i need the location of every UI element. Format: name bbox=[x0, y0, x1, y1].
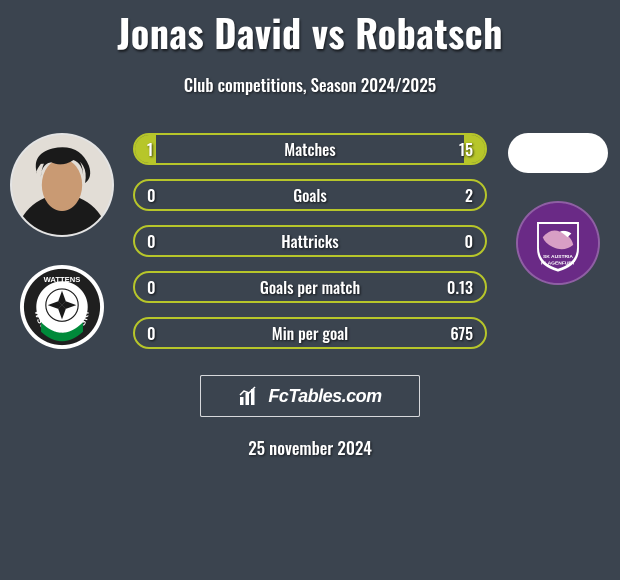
bar-label: Hattricks bbox=[183, 229, 437, 253]
bar-label: Matches bbox=[183, 137, 437, 161]
bar-value-right: 0 bbox=[437, 229, 485, 253]
bar-value-right: 2 bbox=[437, 183, 485, 207]
stat-bar: 0Goals2 bbox=[133, 179, 487, 211]
right-club-badge: SK AUSTRIA KLAGENFURT bbox=[516, 201, 600, 285]
bar-value-right: 15 bbox=[437, 137, 485, 161]
svg-text:SK AUSTRIA: SK AUSTRIA bbox=[543, 254, 573, 260]
bar-value-right: 0.13 bbox=[437, 275, 485, 299]
bar-value-left: 1 bbox=[135, 137, 183, 161]
stat-bars: 1Matches150Goals20Hattricks00Goals per m… bbox=[133, 133, 487, 349]
left-player-column: WATTENS WSG SWAROVSKI bbox=[7, 133, 117, 349]
left-player-photo bbox=[10, 133, 114, 237]
left-club-badge: WATTENS WSG SWAROVSKI bbox=[20, 265, 104, 349]
bar-value-left: 0 bbox=[135, 275, 183, 299]
svg-text:WATTENS: WATTENS bbox=[44, 275, 81, 284]
right-player-column: SK AUSTRIA KLAGENFURT bbox=[503, 133, 613, 285]
bar-value-left: 0 bbox=[135, 321, 183, 345]
stat-bar: 0Hattricks0 bbox=[133, 225, 487, 257]
subtitle: Club competitions, Season 2024/2025 bbox=[0, 72, 620, 97]
bar-value-left: 0 bbox=[135, 229, 183, 253]
stat-bar: 1Matches15 bbox=[133, 133, 487, 165]
watermark: FcTables.com bbox=[200, 375, 420, 417]
bar-value-right: 675 bbox=[437, 321, 485, 345]
bar-value-left: 0 bbox=[135, 183, 183, 207]
svg-text:KLAGENFURT: KLAGENFURT bbox=[541, 260, 575, 266]
date-text: 25 november 2024 bbox=[0, 435, 620, 460]
watermark-text: FcTables.com bbox=[268, 386, 381, 407]
comparison-panel: WATTENS WSG SWAROVSKI 1Matches150Goals20… bbox=[0, 133, 620, 349]
chart-icon bbox=[238, 385, 260, 407]
bar-label: Goals per match bbox=[183, 275, 437, 299]
bar-label: Min per goal bbox=[183, 321, 437, 345]
stat-bar: 0Goals per match0.13 bbox=[133, 271, 487, 303]
stat-bar: 0Min per goal675 bbox=[133, 317, 487, 349]
bar-label: Goals bbox=[183, 183, 437, 207]
page-title: Jonas David vs Robatsch bbox=[0, 0, 620, 60]
right-player-photo bbox=[508, 133, 608, 173]
